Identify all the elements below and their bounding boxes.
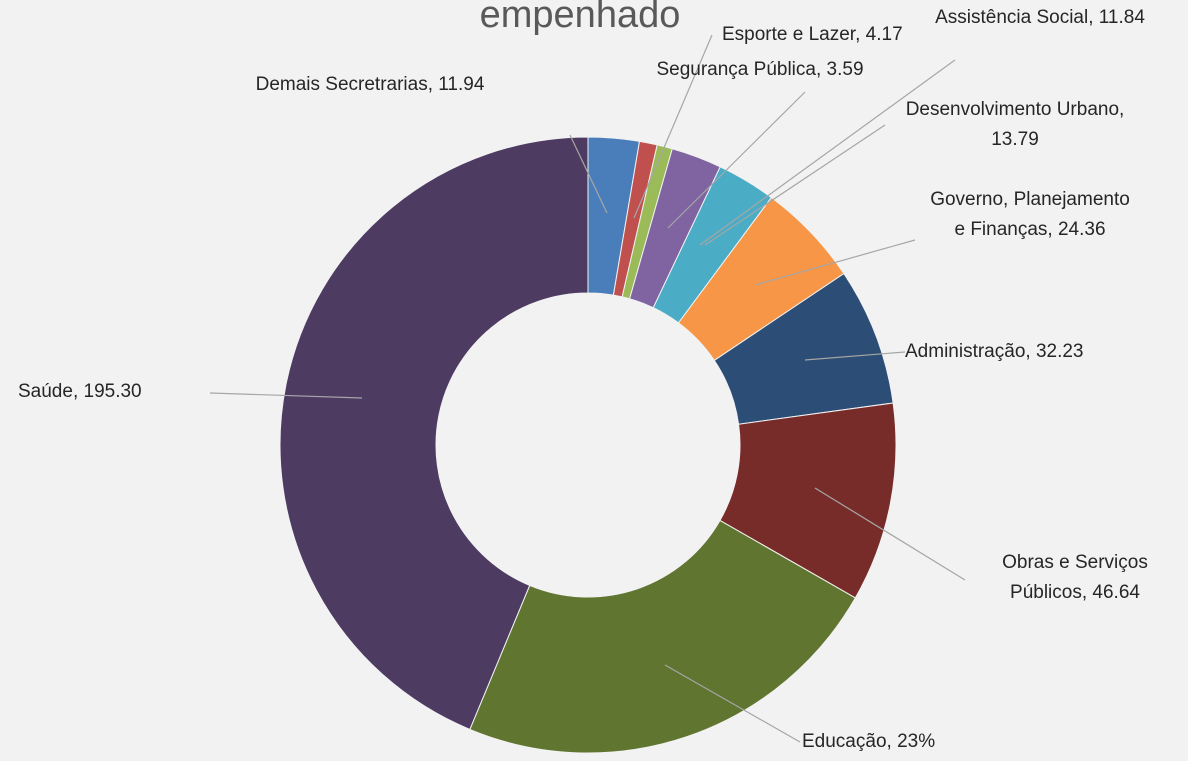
leader-line	[699, 59, 956, 246]
label-value: 11.84	[1098, 7, 1145, 28]
label-category: Segurança Pública,	[656, 59, 822, 80]
label-category: Desenvolvimento Urbano,	[905, 99, 1125, 120]
label-value: 46.64	[1092, 582, 1140, 603]
label-value: 11.94	[438, 74, 485, 95]
label-category: Governo, Planejamento e Finanças,	[930, 189, 1130, 240]
label-category: Demais Secretrarias,	[255, 74, 433, 95]
label-category: Administração,	[905, 341, 1031, 362]
slice	[279, 136, 589, 731]
data-label: Desenvolvimento Urbano, 13.79	[905, 95, 1125, 155]
leader-line	[667, 91, 806, 229]
label-value: 3.59	[826, 59, 864, 80]
leader-line	[209, 392, 363, 399]
label-category: Educação,	[802, 731, 892, 752]
leader-line	[633, 34, 713, 219]
data-label: Esporte e Lazer, 4.17	[722, 20, 1022, 50]
leader-line	[664, 664, 801, 743]
label-value: 24.36	[1057, 219, 1106, 240]
leader-line	[804, 351, 906, 361]
data-label: Assistência Social, 11.84	[915, 3, 1165, 33]
leader-line	[814, 487, 966, 581]
chart-title: empenhado	[479, 0, 681, 36]
data-label: Educação, 23%	[802, 727, 1102, 757]
data-label: Administração, 32.23	[905, 337, 1188, 367]
leader-line	[704, 124, 886, 246]
label-value: 13.79	[991, 129, 1039, 150]
slice	[469, 519, 857, 754]
data-label: Saúde, 195.30	[18, 377, 318, 407]
leader-line	[569, 134, 608, 214]
data-label: Governo, Planejamento e Finanças, 24.36	[925, 185, 1135, 245]
label-value: 32.23	[1035, 341, 1084, 362]
leader-line	[754, 239, 916, 286]
label-value: 23%	[897, 731, 936, 752]
label-category: Esporte e Lazer,	[722, 24, 861, 45]
label-value: 4.17	[865, 24, 903, 45]
label-value: 195.30	[83, 381, 142, 402]
data-label: Segurança Pública, 3.59	[640, 55, 880, 85]
data-label: Obras e Serviços Públicos, 46.64	[975, 548, 1175, 608]
label-category: Saúde,	[18, 381, 79, 402]
label-category: Obras e Serviços Públicos,	[1002, 552, 1148, 603]
label-category: Assistência Social,	[935, 7, 1094, 28]
data-label: Demais Secretrarias, 11.94	[230, 70, 510, 100]
